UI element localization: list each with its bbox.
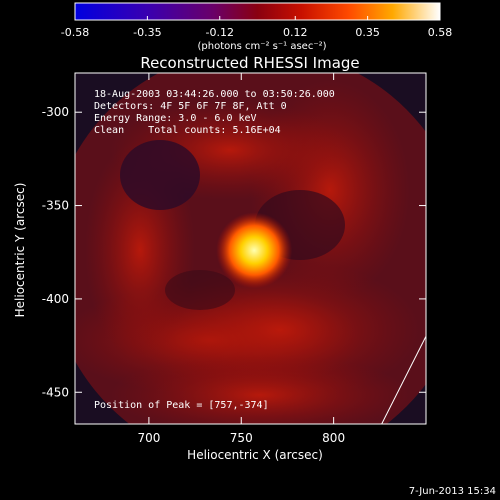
- x-axis-label: Heliocentric X (arcsec): [187, 448, 323, 462]
- x-tick-label: 800: [322, 431, 345, 445]
- plot-frame: [74, 72, 427, 425]
- y-tick-label: -350: [42, 199, 69, 213]
- y-axis-label: Heliocentric Y (arcsec): [13, 183, 27, 318]
- peak-source: [216, 212, 293, 289]
- annotation-detectors: Detectors: 4F 5F 6F 7F 8F, Att 0: [94, 101, 287, 112]
- colorbar-unit-label: (photons cm⁻² s⁻¹ asec⁻²): [197, 41, 326, 52]
- annotation-energy: Energy Range: 3.0 - 6.0 keV: [94, 113, 257, 124]
- colorbar-tick-label: -0.12: [206, 26, 234, 39]
- y-tick-label: -400: [42, 292, 69, 306]
- limb-line: [381, 336, 426, 424]
- peak-position-label: Position of Peak = [757,-374]: [94, 400, 269, 411]
- colorbar-tick-label: 0.58: [428, 26, 453, 39]
- colorbar-tick-label: -0.35: [133, 26, 161, 39]
- x-axis: 700 750 800: [137, 73, 345, 445]
- colorbar: [74, 2, 441, 21]
- y-axis: -300 -350 -400 -450: [42, 105, 426, 399]
- plot-image: [75, 73, 426, 424]
- colorbar-tick-label: 0.35: [355, 26, 380, 39]
- x-tick-label: 750: [230, 431, 253, 445]
- annotation-counts: Clean Total counts: 5.16E+04: [94, 125, 281, 136]
- colorbar-tick-label: -0.58: [61, 26, 89, 39]
- colorbar-tick-label: 0.12: [283, 26, 308, 39]
- x-tick-label: 700: [137, 431, 160, 445]
- colorbar-ticks: -0.58 -0.35 -0.12 0.12 0.35 0.58: [61, 16, 452, 39]
- y-tick-label: -450: [42, 385, 69, 399]
- annotation-time: 18-Aug-2003 03:44:26.000 to 03:50:26.000: [94, 89, 335, 100]
- footer-date: 7-Jun-2013 15:34: [409, 486, 496, 497]
- chart-title: Reconstructed RHESSI Image: [140, 54, 359, 72]
- y-tick-label: -300: [42, 105, 69, 119]
